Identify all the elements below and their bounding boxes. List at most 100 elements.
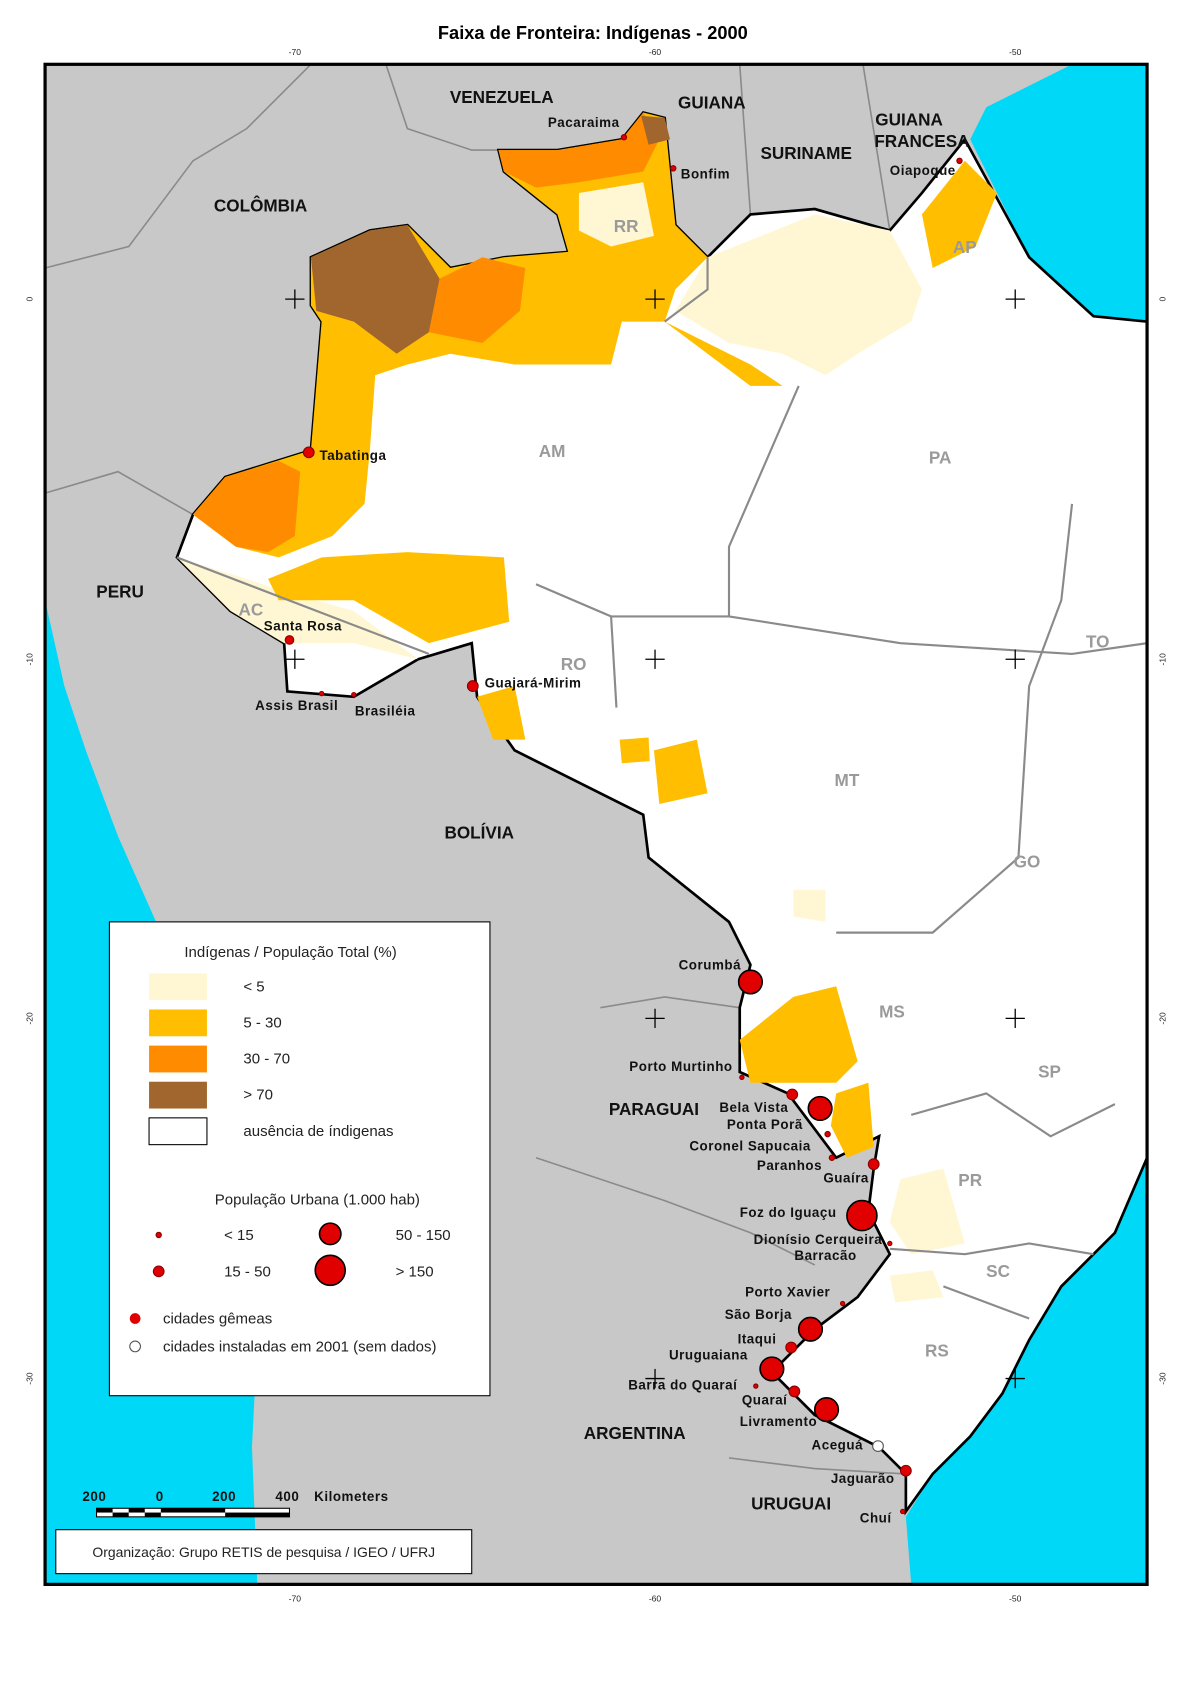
longitude-label: -70 bbox=[289, 47, 302, 57]
city-marker bbox=[466, 680, 479, 692]
cities: Pacaraima Bonfim Oiapoque Tabatinga Santa Ro… bbox=[255, 115, 963, 1526]
city-label: Guaíra bbox=[823, 1171, 869, 1186]
area-5-30 bbox=[477, 686, 526, 740]
scale-bar: 200 0 200 400 Kilometers bbox=[82, 1489, 388, 1518]
legend-label: > 150 bbox=[396, 1263, 434, 1280]
legend-title: População Urbana (1.000 hab) bbox=[215, 1192, 420, 1209]
map-title: Faixa de Fronteira: Indígenas - 2000 bbox=[438, 23, 748, 43]
legend-swatch bbox=[149, 1081, 207, 1109]
legend-swatch bbox=[149, 973, 207, 1001]
legend-box bbox=[108, 921, 491, 1397]
latitude-label: -30 bbox=[24, 1372, 34, 1385]
city-marker bbox=[753, 1383, 759, 1389]
credit-text: Organização: Grupo RETIS de pesquisa / I… bbox=[92, 1544, 435, 1560]
latitude-label: 0 bbox=[24, 296, 34, 301]
city-label: Coronel Sapucaia bbox=[689, 1139, 811, 1154]
area-30-70 bbox=[428, 257, 526, 344]
city-label: Aceguá bbox=[812, 1438, 864, 1453]
country-label: GUIANA bbox=[678, 93, 746, 113]
city-marker bbox=[807, 1095, 833, 1122]
legend-label: 50 - 150 bbox=[396, 1227, 451, 1244]
state-label: MT bbox=[835, 770, 860, 790]
city-label: Guajará-Mirim bbox=[485, 675, 582, 690]
country-label: URUGUAI bbox=[751, 1494, 831, 1514]
city-marker bbox=[284, 635, 295, 645]
frame bbox=[43, 62, 1149, 1586]
state-label: PA bbox=[929, 447, 952, 467]
scale-label: 400 bbox=[275, 1489, 299, 1504]
city-marker bbox=[318, 690, 325, 697]
state-label: RO bbox=[561, 654, 587, 674]
city-label: Jaguarão bbox=[831, 1471, 895, 1486]
legend-label: cidades instaladas em 2001 (sem dados) bbox=[163, 1338, 437, 1355]
city-label: Barracão bbox=[794, 1248, 856, 1263]
new-city-symbol bbox=[129, 1340, 142, 1353]
city-marker bbox=[302, 446, 315, 459]
scale-segment bbox=[144, 1512, 161, 1517]
city-marker bbox=[824, 1130, 831, 1138]
state-label: PR bbox=[958, 1170, 982, 1190]
city-label: Assis Brasil bbox=[255, 698, 338, 713]
city-marker bbox=[797, 1316, 824, 1342]
area-5-30 bbox=[268, 552, 510, 644]
country-label: FRANCESA bbox=[874, 131, 969, 151]
area-5-30 bbox=[653, 739, 708, 804]
border-line bbox=[385, 64, 499, 151]
scale-label: 200 bbox=[82, 1489, 106, 1504]
latitude-label: -10 bbox=[1157, 653, 1167, 666]
area-under-5 bbox=[889, 1168, 965, 1255]
city-marker bbox=[759, 1356, 785, 1382]
legend-swatch bbox=[149, 1009, 207, 1037]
state-line bbox=[943, 1285, 1030, 1320]
city-marker bbox=[785, 1341, 798, 1354]
city-label: Foz do Iguaçu bbox=[740, 1205, 837, 1220]
area-under-5 bbox=[176, 557, 419, 660]
city-label: São Borja bbox=[725, 1307, 792, 1322]
state-label: GO bbox=[1014, 851, 1041, 871]
size-symbol bbox=[318, 1222, 342, 1246]
legend-label: > 70 bbox=[243, 1087, 273, 1104]
city-label: Bela Vista bbox=[719, 1100, 788, 1115]
area-under-5 bbox=[889, 1270, 944, 1303]
border-line bbox=[738, 64, 752, 215]
state-label: RR bbox=[614, 216, 639, 236]
city-marker bbox=[813, 1397, 840, 1423]
city-marker bbox=[351, 691, 357, 698]
city-marker bbox=[786, 1088, 799, 1101]
legend-label: ausência de índigenas bbox=[243, 1123, 393, 1140]
state-line bbox=[728, 615, 1148, 655]
country-label: VENEZUELA bbox=[450, 87, 554, 107]
twin-city-symbol bbox=[129, 1313, 141, 1324]
country-label: ARGENTINA bbox=[584, 1423, 686, 1443]
city-marker bbox=[846, 1199, 878, 1232]
city-label: Brasiléia bbox=[355, 703, 416, 718]
legend-title: Indígenas / População Total (%) bbox=[184, 944, 396, 961]
country-borders bbox=[44, 63, 906, 1475]
city-label: Itaqui bbox=[738, 1331, 777, 1346]
city-marker bbox=[739, 1074, 745, 1081]
border-line bbox=[862, 64, 891, 231]
city-marker bbox=[839, 1300, 846, 1307]
scale-label: 200 bbox=[212, 1489, 236, 1504]
city-label: Chuí bbox=[860, 1511, 893, 1526]
border-line bbox=[44, 470, 194, 516]
city-marker bbox=[887, 1240, 893, 1247]
legend-swatch bbox=[148, 1117, 208, 1146]
scale-label: 0 bbox=[156, 1489, 164, 1504]
country-label: PERU bbox=[96, 581, 144, 601]
legend-label: 5 - 30 bbox=[243, 1014, 281, 1031]
area-5-30 bbox=[619, 737, 650, 764]
state-label: SC bbox=[986, 1261, 1010, 1281]
city-label: Tabatinga bbox=[320, 448, 387, 463]
city-label: Uruguaiana bbox=[669, 1348, 748, 1363]
state-label: TO bbox=[1086, 632, 1109, 652]
state-line bbox=[610, 616, 618, 708]
state-label: SP bbox=[1038, 1062, 1061, 1082]
border-line bbox=[44, 63, 312, 269]
city-label: Porto Murtinho bbox=[629, 1059, 732, 1074]
city-label: Pacaraima bbox=[548, 115, 620, 130]
scale-segment bbox=[112, 1512, 129, 1517]
state-label: AM bbox=[539, 441, 566, 461]
